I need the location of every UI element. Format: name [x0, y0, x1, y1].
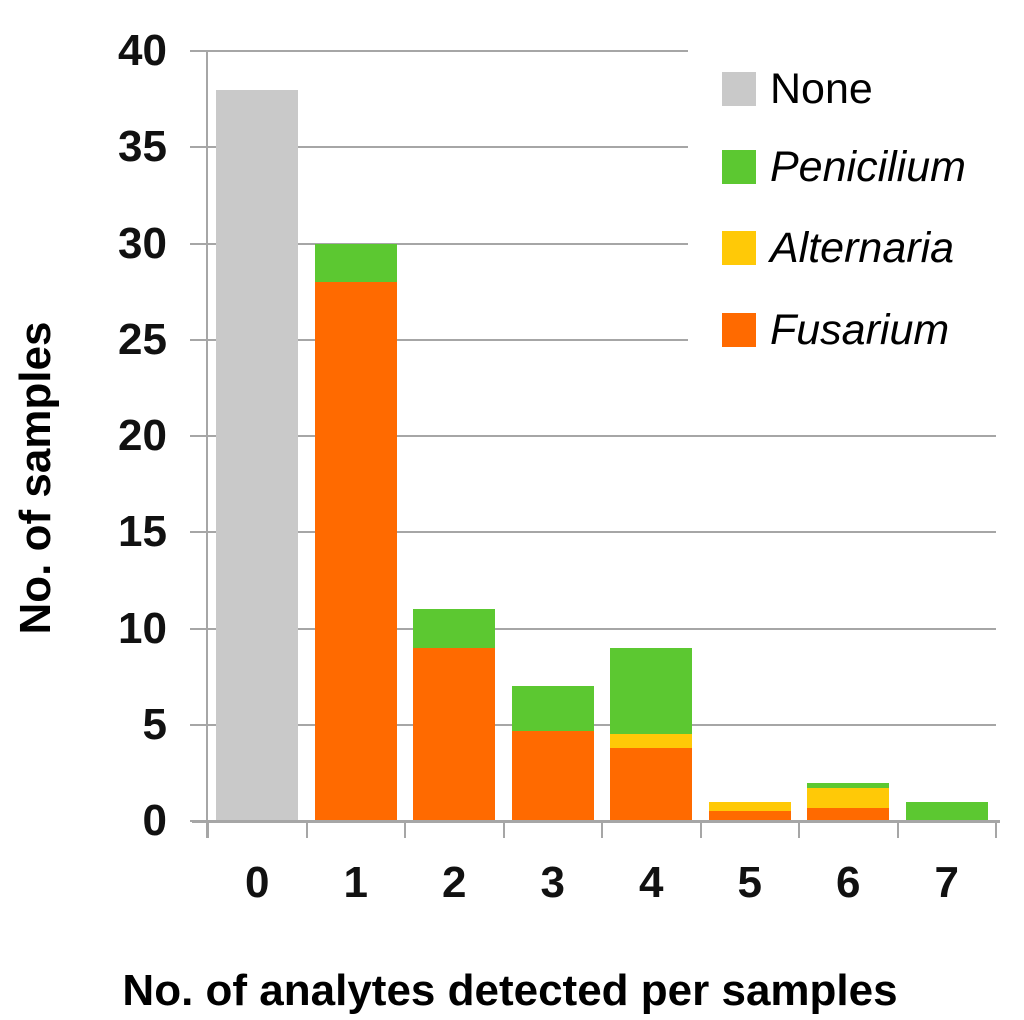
y-tick-25 [190, 338, 208, 341]
x-tick-label-2: 2 [442, 858, 467, 907]
legend-swatch-alternaria [722, 231, 756, 265]
legend-label-alternaria: Alternaria [770, 224, 955, 272]
gridline-10 [208, 627, 996, 630]
x-tick-label-5: 5 [737, 858, 762, 907]
legend: None Penicilium Alternaria Fusarium [688, 45, 1012, 357]
x-tick-3 [502, 821, 505, 838]
x-tick-label-6: 6 [836, 858, 861, 907]
x-tick-6 [798, 821, 800, 838]
bar-segment-none-x0 [216, 89, 299, 821]
y-tick-label-25: 25 [118, 314, 167, 364]
x-tick-label-4: 4 [639, 858, 664, 907]
x-tick-label-0: 0 [245, 858, 270, 907]
y-axis-line [206, 51, 208, 838]
legend-swatch-penicilium [722, 150, 756, 184]
x-tick-7 [896, 821, 899, 838]
legend-item-fusarium: Fusarium [722, 306, 950, 354]
gridline-5 [208, 723, 996, 726]
legend-item-alternaria: Alternaria [722, 224, 955, 272]
bar-segment-alternaria-x4 [610, 734, 693, 748]
y-tick-label-35: 35 [118, 122, 167, 172]
bar-segment-penicilium-x2 [413, 609, 496, 648]
y-axis-title: No. of samples [11, 321, 60, 635]
x-tick-label-3: 3 [540, 858, 565, 907]
y-tick-5 [190, 723, 208, 726]
y-tick-15 [190, 531, 208, 534]
legend-item-none: None [722, 65, 873, 113]
x-tick-label-7: 7 [934, 858, 959, 907]
y-tick-label-5: 5 [142, 699, 167, 749]
bar-segment-fusarium-x3 [511, 730, 594, 821]
bar-segment-alternaria-x6 [807, 788, 890, 808]
y-tick-10 [190, 627, 208, 630]
bar-segment-alternaria-x5 [708, 801, 791, 812]
gridline-20 [208, 435, 996, 437]
gridline-15 [208, 531, 996, 534]
y-tick-30 [190, 242, 208, 245]
legend-swatch-fusarium [722, 313, 756, 347]
gridline-25 [208, 338, 996, 341]
x-tick-2 [404, 821, 406, 838]
gridline-30 [208, 242, 996, 245]
bar-segment-fusarium-x6 [807, 807, 890, 821]
x-tick-8 [995, 821, 997, 838]
y-tick-label-20: 20 [118, 411, 167, 460]
y-tick-label-40: 40 [118, 26, 167, 75]
x-tick-label-1: 1 [343, 858, 368, 907]
bar-segment-fusarium-x2 [413, 647, 496, 821]
bar-segment-fusarium-x5 [708, 811, 791, 821]
x-tick-4 [601, 821, 603, 838]
y-tick-20 [190, 435, 208, 437]
gridline-40 [208, 50, 996, 52]
legend-label-none: None [770, 65, 873, 113]
gridline-35 [208, 146, 996, 149]
y-tick-40 [190, 50, 208, 52]
x-axis-title: No. of analytes detected per samples [122, 966, 898, 1015]
bar-segment-penicilium-x6 [807, 782, 890, 789]
bar-segment-penicilium-x4 [610, 647, 693, 735]
legend-label-penicilium: Penicilium [770, 143, 966, 191]
legend-label-fusarium: Fusarium [770, 306, 950, 354]
bar-segment-penicilium-x1 [314, 243, 397, 282]
y-tick-label-0: 0 [142, 796, 167, 845]
bar-segment-fusarium-x4 [610, 747, 693, 821]
legend-item-penicilium: Penicilium [722, 143, 966, 191]
bar-segment-fusarium-x1 [314, 282, 397, 821]
bar-segment-penicilium-x3 [511, 686, 594, 731]
x-tick-5 [699, 821, 702, 838]
x-axis-line [192, 820, 1000, 823]
y-tick-35 [190, 146, 208, 149]
bar-segment-penicilium-x7 [905, 801, 988, 821]
y-tick-label-30: 30 [118, 218, 167, 268]
x-tick-1 [305, 821, 308, 838]
y-tick-label-10: 10 [118, 603, 167, 653]
x-tick-0 [207, 821, 209, 838]
legend-swatch-none [722, 72, 756, 106]
y-tick-label-15: 15 [118, 507, 167, 557]
